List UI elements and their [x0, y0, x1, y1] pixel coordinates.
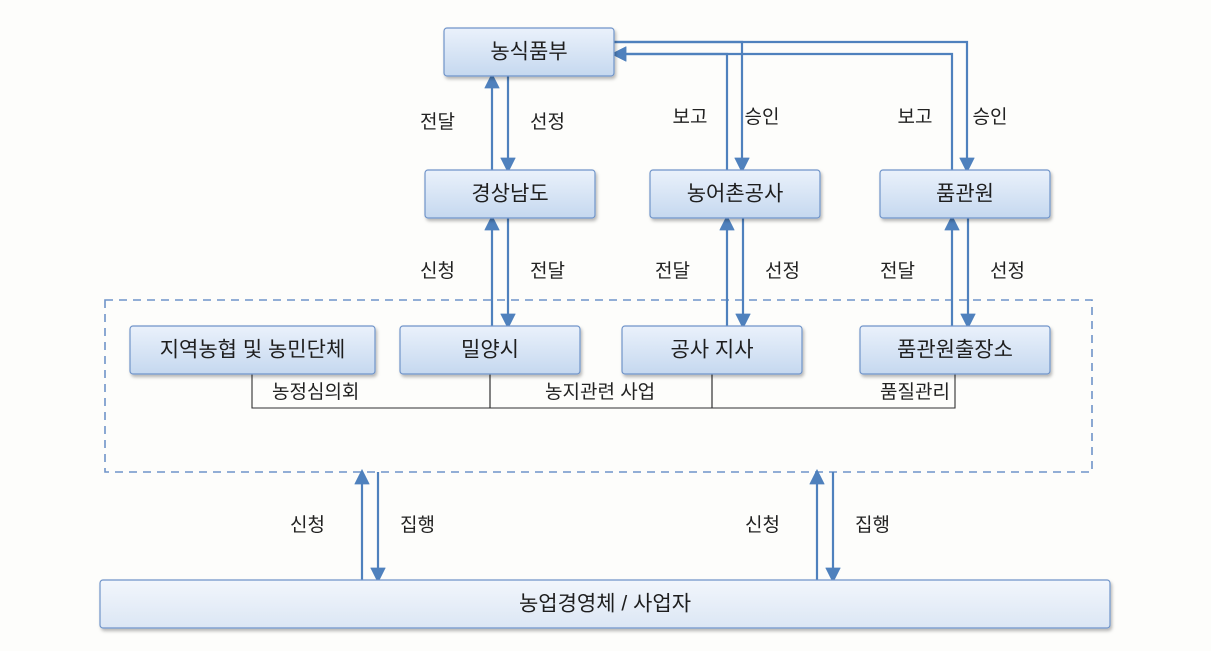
feedback-label-3: 승인: [973, 106, 1008, 128]
edge-label: 집행: [855, 514, 890, 536]
node-bottom: 농업경영체 / 사업자: [100, 580, 1110, 628]
edge-label: 전달: [880, 260, 915, 282]
edge-label: 집행: [400, 514, 435, 536]
node-mid1: 경상남도: [425, 170, 595, 218]
node-box3: 공사 지사: [622, 326, 802, 374]
node-box4: 품관원출장소: [860, 326, 1050, 374]
feedback-path-3: [614, 42, 967, 170]
sub-connector-label-1: 농지관련 사업: [545, 381, 655, 403]
edge-label: 전달: [420, 111, 455, 133]
edge-label: 선정: [765, 260, 800, 282]
edge-label: 신청: [420, 260, 455, 282]
sub-connector-label-2: 품질관리: [880, 381, 950, 403]
feedback-label-2: 보고: [898, 107, 933, 128]
node-label-box4: 품관원출장소: [897, 339, 1013, 362]
feedback-path-0: [614, 54, 727, 170]
node-label-box2: 밀양시: [461, 339, 519, 362]
node-mid3: 품관원: [880, 170, 1050, 218]
edge-label: 선정: [530, 111, 565, 133]
node-label-top: 농식품부: [490, 41, 567, 64]
node-label-mid2: 농어촌공사: [687, 183, 784, 206]
node-top: 농식품부: [444, 28, 614, 76]
edge-label: 신청: [290, 514, 325, 536]
edge-label: 전달: [530, 260, 565, 282]
feedback-label-0: 보고: [673, 107, 708, 128]
sub-connector-label-0: 농정심의회: [272, 381, 359, 403]
feedback-label-1: 승인: [745, 106, 780, 128]
edge-label: 선정: [990, 260, 1025, 282]
feedback-path-1: [614, 42, 742, 170]
node-label-box1: 지역농협 및 농민단체: [160, 339, 346, 362]
node-label-mid3: 품관원: [936, 183, 994, 206]
edge-label: 신청: [745, 514, 780, 536]
org-flow-diagram: 농식품부경상남도 농어촌공사 품관원지역농협 및 농민단체 밀양시 공사 지사 품관원출장…: [0, 0, 1211, 651]
node-label-mid1: 경상남도: [471, 183, 548, 206]
node-label-bottom: 농업경영체 / 사업자: [519, 593, 691, 616]
node-box2: 밀양시: [400, 326, 580, 374]
node-label-box3: 공사 지사: [670, 339, 753, 362]
node-mid2: 농어촌공사: [650, 170, 820, 218]
edge-label: 전달: [655, 260, 690, 282]
node-box1: 지역농협 및 농민단체: [130, 326, 375, 374]
